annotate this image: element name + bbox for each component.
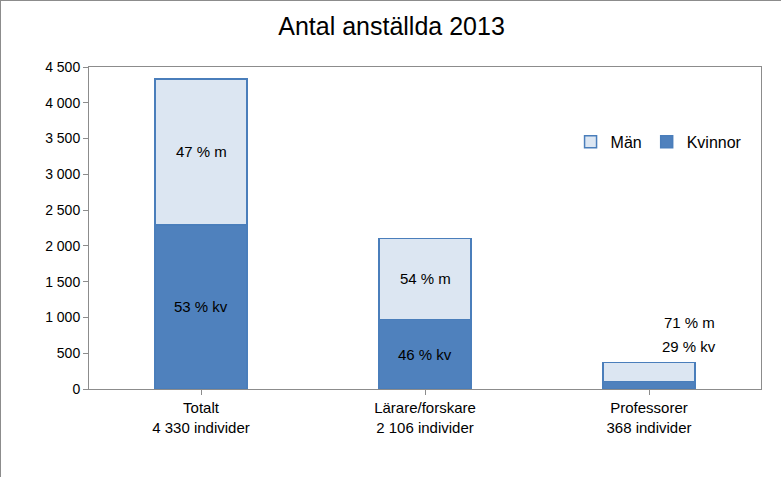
svg-text:53 % kv: 53 % kv: [174, 298, 228, 315]
svg-text:Totalt4 330 individer: Totalt4 330 individer: [152, 399, 250, 436]
svg-text:4 500: 4 500: [45, 59, 80, 75]
svg-text:46 % kv: 46 % kv: [398, 346, 452, 363]
svg-text:3 500: 3 500: [45, 130, 80, 146]
svg-text:Män: Män: [611, 134, 642, 151]
svg-text:2 500: 2 500: [45, 202, 80, 218]
svg-text:29 % kv: 29 % kv: [662, 338, 716, 355]
svg-text:3 000: 3 000: [45, 166, 80, 182]
svg-text:71 % m: 71 % m: [664, 314, 715, 331]
svg-text:1 000: 1 000: [45, 309, 80, 325]
svg-text:Professorer368 individer: Professorer368 individer: [606, 399, 691, 436]
svg-text:54 % m: 54 % m: [400, 270, 451, 287]
svg-text:500: 500: [57, 345, 81, 361]
svg-text:Lärare/forskare2 106 individer: Lärare/forskare2 106 individer: [374, 399, 476, 436]
svg-text:Antal anställda 2013: Antal anställda 2013: [278, 12, 505, 40]
svg-text:0: 0: [72, 381, 80, 397]
svg-text:47 % m: 47 % m: [176, 143, 227, 160]
svg-text:2 000: 2 000: [45, 238, 80, 254]
svg-text:4 000: 4 000: [45, 95, 80, 111]
svg-text:1 500: 1 500: [45, 274, 80, 290]
svg-text:Kvinnor: Kvinnor: [687, 134, 742, 151]
